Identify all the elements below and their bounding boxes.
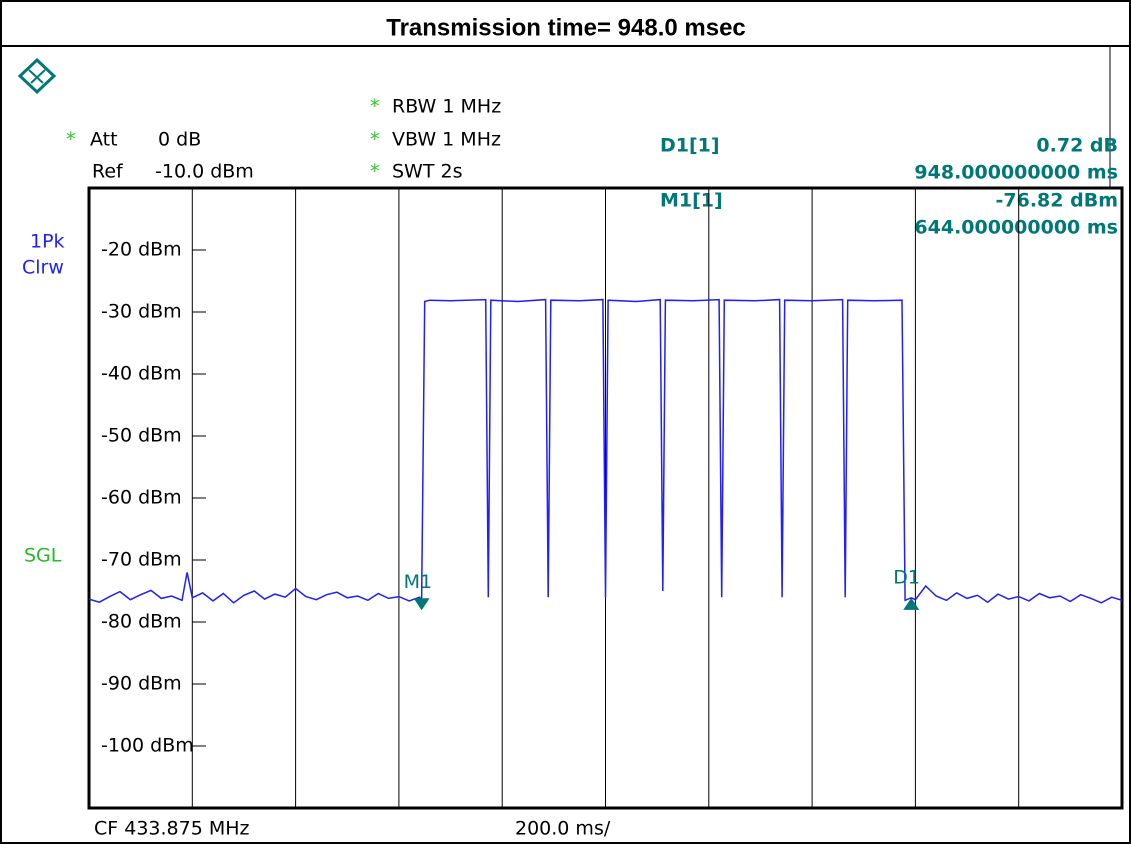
m1-level: -76.82 dBm — [996, 190, 1118, 212]
y-tick-label: -80 dBm — [101, 611, 182, 633]
y-tick-label: -30 dBm — [101, 301, 182, 323]
sweep-mode: SGL — [24, 545, 62, 567]
ref-value: -10.0 dBm — [155, 161, 254, 183]
y-tick-label: -50 dBm — [101, 425, 182, 447]
vbw: VBW 1 MHz — [392, 129, 501, 151]
trace — [88, 298, 1123, 604]
marker — [413, 598, 430, 611]
trace-mode: 1Pk — [30, 231, 65, 253]
title: Transmission time= 948.0 msec — [386, 14, 746, 41]
logo — [17, 57, 57, 95]
rbw: RBW 1 MHz — [392, 96, 501, 118]
vbw-star: * — [370, 129, 380, 151]
swt-star: * — [370, 161, 380, 183]
att-star: * — [66, 129, 76, 151]
rbw-star: * — [370, 96, 380, 118]
time-per-division: 200.0 ms/ — [515, 818, 611, 840]
trace-mode: Clrw — [22, 257, 64, 279]
swt: SWT 2s — [392, 161, 462, 183]
marker-label: M1 — [404, 571, 432, 593]
d1-time: 948.000000000 ms — [914, 162, 1118, 184]
y-tick-label: -20 dBm — [101, 239, 182, 261]
m1-label: M1[1] — [660, 190, 723, 212]
y-tick-label: -60 dBm — [101, 487, 182, 509]
y-tick-label: -90 dBm — [101, 673, 182, 695]
y-tick-label: -70 dBm — [101, 549, 182, 571]
plot: -20 dBm -30 dBm -40 dBm -50 dBm -60 dBm -70 d… — [88, 188, 1123, 808]
att: Att — [90, 129, 118, 151]
y-tick-label: -40 dBm — [101, 363, 182, 385]
ref: Ref — [92, 161, 124, 183]
center-frequency: CF 433.875 MHz — [94, 818, 250, 840]
d1-label: D1[1] — [660, 135, 720, 157]
marker — [903, 597, 920, 610]
m1-time: 644.000000000 ms — [914, 217, 1118, 239]
d1-level: 0.72 dB — [1036, 135, 1118, 157]
att-value: 0 dB — [158, 129, 201, 151]
y-tick-label: -100 dBm — [101, 735, 194, 757]
marker-label: D1 — [893, 566, 920, 588]
